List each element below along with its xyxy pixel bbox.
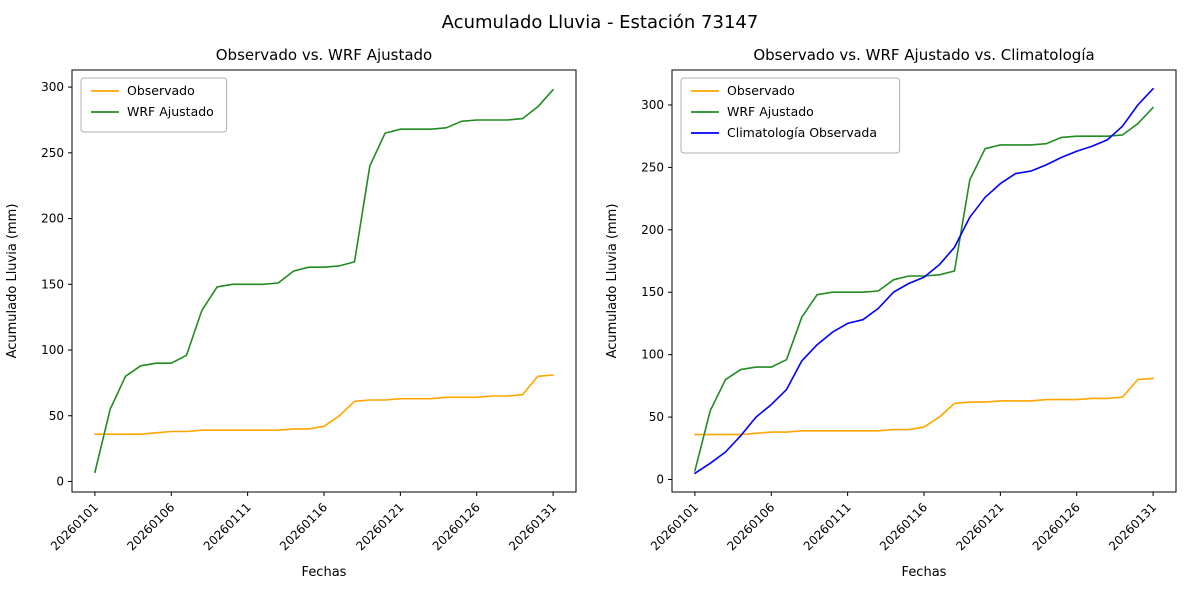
x-tick-label: 20260101 xyxy=(48,500,101,553)
y-tick-label: 250 xyxy=(641,160,664,174)
x-tick-label: 20260106 xyxy=(724,500,777,553)
y-tick-label: 100 xyxy=(41,343,64,357)
x-tick-label: 20260121 xyxy=(353,500,406,553)
legend-box xyxy=(680,77,901,154)
x-tick-label: 20260121 xyxy=(953,500,1006,553)
y-tick-label: 150 xyxy=(641,285,664,299)
legend-label-wrf-ajustado: WRF Ajustado xyxy=(127,104,214,119)
plot-border xyxy=(71,69,577,493)
right-chart-observado-vs-wrf-vs-climatologia: 0 50 100 150 200 250 300 20260101 20260106 202601… xyxy=(605,46,1177,580)
subplot-title: Observado vs. WRF Ajustado xyxy=(216,46,432,64)
x-tick-label: 20260106 xyxy=(124,500,177,553)
series-line-climatolog-a-observada xyxy=(694,87,1154,475)
legend-label-observado: Observado xyxy=(727,83,795,98)
x-tick-label: 20260116 xyxy=(277,500,330,553)
y-tick-label: 50 xyxy=(49,409,64,423)
x-tick-label: 20260111 xyxy=(801,500,854,553)
y-tick-label: 200 xyxy=(641,223,664,237)
x-tick-label: 20260131 xyxy=(506,500,559,553)
x-axis-label: Fechas xyxy=(902,565,947,580)
y-tick-label: 200 xyxy=(41,212,64,226)
series-line-observado xyxy=(694,377,1154,436)
series-line-wrf-ajustado xyxy=(694,106,1154,472)
x-tick-label: 20260111 xyxy=(201,500,254,553)
x-tick-label: 20260126 xyxy=(430,500,483,553)
x-tick-label: 20260131 xyxy=(1106,500,1159,553)
left-chart-observado-vs-wrf: 0 50 100 150 200 250 300 20260101 20260106 202601… xyxy=(5,46,577,580)
y-tick-label: 150 xyxy=(41,277,64,291)
y-axis-label: Acumulado Lluvia (mm) xyxy=(605,204,620,359)
y-tick-label: 0 xyxy=(656,473,664,487)
legend-label-observado: Observado xyxy=(127,83,195,98)
y-tick-label: 250 xyxy=(41,146,64,160)
legend-label-climatolog-a-observada: Climatología Observada xyxy=(727,125,877,140)
y-tick-label: 300 xyxy=(41,80,64,94)
y-axis-label: Acumulado Lluvia (mm) xyxy=(5,204,20,359)
series-line-wrf-ajustado xyxy=(94,88,554,474)
x-tick-label: 20260126 xyxy=(1030,500,1083,553)
subplot-title: Observado vs. WRF Ajustado vs. Climatolo… xyxy=(753,46,1094,64)
x-axis-label: Fechas xyxy=(302,565,347,580)
legend-label-wrf-ajustado: WRF Ajustado xyxy=(727,104,814,119)
figure-title: Acumulado Lluvia - Estación 73147 xyxy=(441,12,759,33)
series-line-observado xyxy=(94,374,554,436)
charts-row: 0 50 100 150 200 250 300 20260101 20260106 202601… xyxy=(0,40,1200,600)
y-tick-label: 0 xyxy=(56,474,64,488)
y-tick-label: 100 xyxy=(641,348,664,362)
x-tick-label: 20260116 xyxy=(877,500,930,553)
x-tick-label: 20260101 xyxy=(648,500,701,553)
y-tick-label: 300 xyxy=(641,98,664,112)
y-tick-label: 50 xyxy=(649,410,664,424)
